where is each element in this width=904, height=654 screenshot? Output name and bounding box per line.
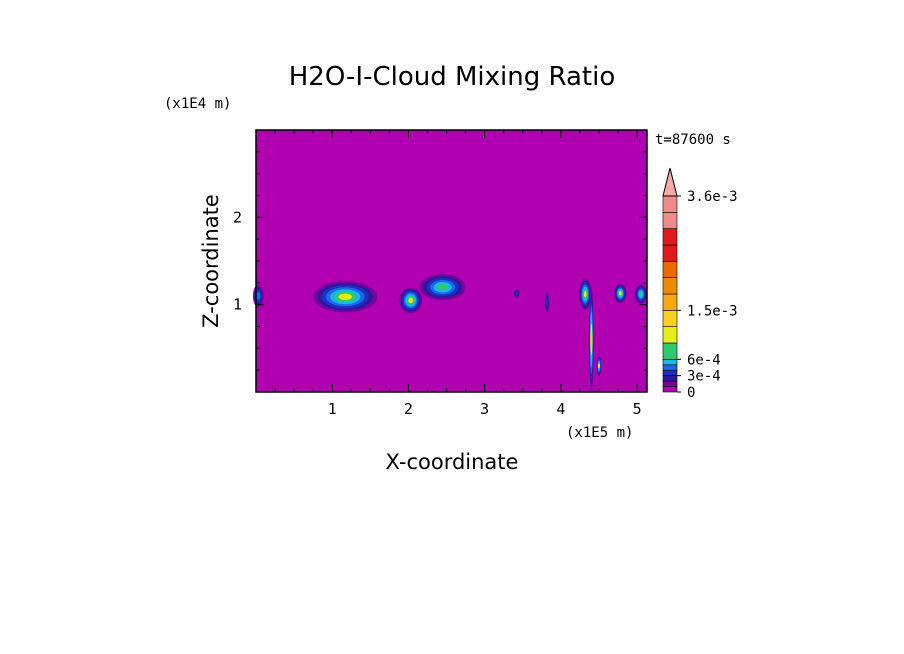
colorbar-tick-label: 0 <box>687 385 695 401</box>
colorbar-segment <box>662 375 678 382</box>
y-unit-label: (x1E4 m) <box>164 96 231 112</box>
x-tick-label: 4 <box>556 400 565 418</box>
contour-level <box>437 284 449 291</box>
colorbar-tick-label: 1.5e-3 <box>687 303 738 319</box>
contour-level <box>619 291 622 296</box>
x-tick-label: 1 <box>328 400 337 418</box>
time-label: t=87600 s <box>655 132 731 148</box>
colorbar: 3.6e-3 1.5e-3 6e-43e-40 <box>662 167 738 401</box>
cloud-feature <box>252 284 264 308</box>
cloud-feature <box>589 287 594 392</box>
x-unit-label: (x1E5 m) <box>566 425 633 441</box>
contour-field <box>252 130 647 392</box>
cloud-feature <box>513 288 520 298</box>
contour-level <box>546 297 549 307</box>
colorbar-segment <box>662 342 678 360</box>
colorbar-tick-label: 6e-4 <box>687 352 721 368</box>
colorbar-tick-label: 3e-4 <box>687 369 721 385</box>
contour-level <box>256 291 261 300</box>
contour-level <box>639 291 643 297</box>
colorbar-segment <box>662 359 678 366</box>
y-tick-label: 1 <box>233 296 242 314</box>
colorbar-segment <box>662 244 678 262</box>
colorbar-segment <box>662 277 678 295</box>
contour-level <box>515 291 519 296</box>
cloud-feature <box>419 274 466 301</box>
y-axis-label: Z-coordinate <box>199 194 223 328</box>
colorbar-segment <box>662 293 678 311</box>
field-background <box>256 130 647 392</box>
colorbar-segment <box>662 310 678 327</box>
contour-level <box>590 329 593 350</box>
colorbar-tick-label: 3.6e-3 <box>687 189 738 205</box>
x-tick-label: 3 <box>480 400 489 418</box>
colorbar-segment <box>662 195 678 213</box>
colorbar-segment <box>662 386 678 393</box>
cloud-feature <box>313 281 378 313</box>
colorbar-segment <box>662 261 678 278</box>
colorbar-segment <box>662 369 678 376</box>
chart-title: H2O-I-Cloud Mixing Ratio <box>289 62 616 92</box>
colorbar-segment <box>662 228 678 246</box>
contour-level <box>583 290 587 298</box>
x-axis-label: X-coordinate <box>386 450 519 474</box>
x-tick-label: 5 <box>633 400 642 418</box>
colorbar-segment <box>662 212 678 229</box>
cloud-feature <box>579 278 592 310</box>
x-tick-label: 2 <box>404 400 413 418</box>
y-axis-ticks: 12 <box>233 151 647 371</box>
contour-level <box>338 293 352 301</box>
colorbar-extend-arrow <box>662 167 678 197</box>
cloud-feature <box>596 355 602 377</box>
colorbar-segment <box>662 380 678 387</box>
colorbar-segment <box>662 326 678 344</box>
cloud-feature <box>634 284 647 304</box>
cloud-feature <box>399 287 423 314</box>
x-axis-ticks: 1 2 3 4 5 <box>274 130 642 418</box>
colorbar-segment <box>662 364 678 371</box>
contour-level <box>408 297 414 304</box>
cloud-feature <box>614 283 627 303</box>
y-tick-label: 2 <box>233 208 242 226</box>
contour-level <box>597 363 600 369</box>
cloud-feature <box>544 291 550 313</box>
